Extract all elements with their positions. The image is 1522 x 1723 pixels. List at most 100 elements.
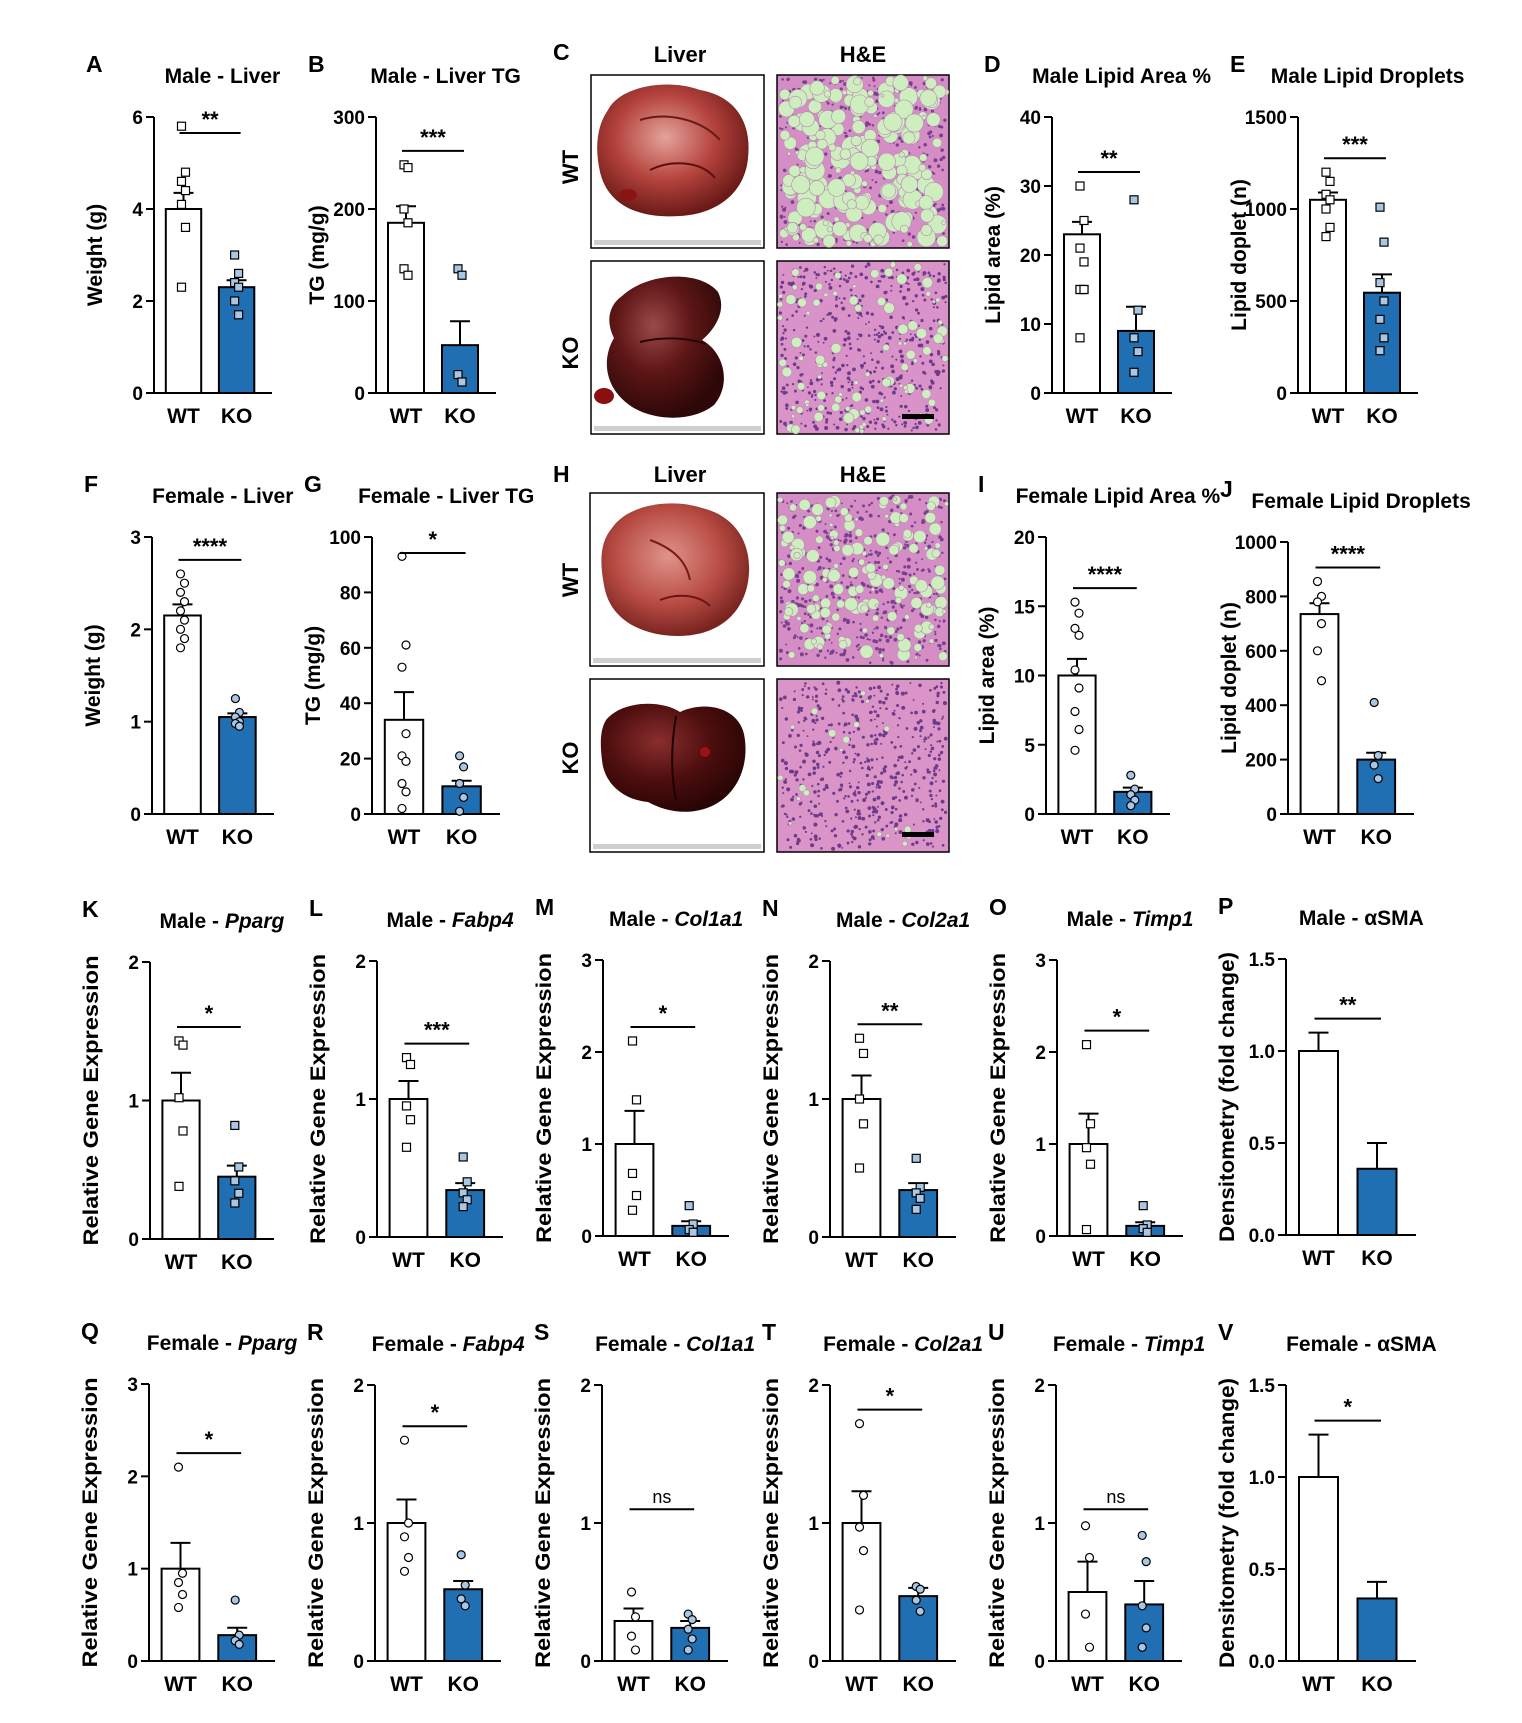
nucleus-dot bbox=[899, 745, 903, 748]
lipid-droplet bbox=[809, 180, 825, 197]
nucleus-dot bbox=[780, 621, 783, 624]
nucleus-dot bbox=[893, 420, 897, 424]
y-tick-label-o: 1 bbox=[1035, 1135, 1046, 1156]
nucleus-dot bbox=[813, 804, 818, 808]
nucleus-dot bbox=[878, 111, 881, 114]
chart-title-v: Female - αSMA bbox=[1286, 1333, 1437, 1356]
nucleus-dot bbox=[829, 543, 833, 547]
nucleus-dot bbox=[789, 420, 793, 425]
data-point-s bbox=[683, 1624, 693, 1634]
data-point-q bbox=[173, 1462, 184, 1472]
significance-label-p: ** bbox=[1339, 993, 1357, 1018]
nucleus-dot bbox=[793, 514, 797, 518]
nucleus-dot bbox=[857, 812, 862, 816]
panel-letter-e: E bbox=[1230, 51, 1245, 77]
data-point-k bbox=[178, 1040, 188, 1050]
data-point-g bbox=[401, 787, 411, 797]
nucleus-dot bbox=[902, 618, 906, 622]
nucleus-dot bbox=[875, 725, 878, 728]
nucleus-dot bbox=[891, 796, 896, 801]
y-axis-label-k: Relative Gene Expression bbox=[80, 956, 103, 1246]
x-tick-label-e-wt: WT bbox=[1312, 405, 1345, 428]
lipid-droplet bbox=[819, 607, 831, 619]
nucleus-dot bbox=[805, 326, 809, 329]
data-point-u bbox=[1137, 1601, 1147, 1611]
nucleus-dot bbox=[857, 316, 860, 319]
lipid-droplet bbox=[799, 623, 810, 634]
y-tick-label-v: 0.0 bbox=[1249, 1652, 1275, 1673]
x-tick-label-m-wt: WT bbox=[618, 1248, 651, 1271]
y-tick-label-j: 600 bbox=[1245, 642, 1277, 663]
nucleus-dot bbox=[941, 779, 946, 783]
nucleus-dot bbox=[828, 285, 833, 290]
nucleus-dot bbox=[931, 804, 935, 808]
nucleus-dot bbox=[935, 372, 940, 377]
nucleus-dot bbox=[868, 513, 873, 518]
lipid-droplet bbox=[811, 503, 824, 516]
y-tick-label-i: 15 bbox=[1014, 597, 1036, 618]
lipid-droplet bbox=[845, 240, 852, 247]
nucleus-dot bbox=[861, 816, 866, 821]
nucleus-dot bbox=[885, 707, 888, 711]
nucleus-dot bbox=[794, 745, 798, 749]
nucleus-dot bbox=[828, 760, 832, 764]
nucleus-dot bbox=[825, 825, 828, 828]
nucleus-dot bbox=[856, 727, 861, 731]
lipid-droplet bbox=[865, 562, 876, 574]
nucleus-dot bbox=[842, 699, 845, 703]
nucleus-dot bbox=[802, 353, 805, 357]
nucleus-dot bbox=[878, 170, 882, 175]
panel-letter-r: R bbox=[307, 1319, 324, 1345]
nucleus-dot bbox=[884, 635, 888, 639]
nucleus-dot bbox=[898, 818, 903, 823]
nucleus-dot bbox=[832, 329, 837, 333]
nucleus-dot bbox=[890, 740, 894, 744]
nucleus-dot bbox=[811, 784, 814, 788]
nucleus-dot bbox=[893, 637, 898, 642]
significance-label-f: **** bbox=[193, 534, 228, 559]
nucleus-dot bbox=[836, 680, 841, 685]
lipid-droplet bbox=[842, 735, 851, 744]
nucleus-dot bbox=[868, 84, 871, 87]
nucleus-dot bbox=[890, 364, 895, 369]
nucleus-dot bbox=[915, 799, 919, 803]
lipid-droplet bbox=[896, 633, 905, 642]
nucleus-dot bbox=[912, 823, 915, 826]
nucleus-dot bbox=[799, 266, 802, 269]
data-point-r bbox=[403, 1552, 414, 1563]
x-tick-label-q-wt: WT bbox=[164, 1673, 197, 1696]
nucleus-dot bbox=[813, 77, 818, 82]
significance-label-j: **** bbox=[1331, 541, 1366, 566]
nucleus-dot bbox=[903, 421, 908, 425]
nucleus-dot bbox=[877, 560, 881, 564]
nucleus-dot bbox=[942, 619, 946, 623]
nucleus-dot bbox=[905, 765, 909, 768]
nucleus-dot bbox=[922, 639, 926, 643]
nucleus-dot bbox=[929, 334, 933, 338]
nucleus-dot bbox=[864, 796, 867, 799]
chart-title-prefix: Male - bbox=[609, 908, 674, 931]
nucleus-dot bbox=[838, 513, 841, 516]
panel-letter-o: O bbox=[989, 894, 1007, 920]
bar-t-wt bbox=[841, 1522, 882, 1662]
nucleus-dot bbox=[942, 690, 946, 694]
nucleus-dot bbox=[922, 839, 925, 842]
nucleus-dot bbox=[804, 652, 808, 656]
data-point-t bbox=[915, 1606, 925, 1616]
chart-title-r: Female - Fabp4 bbox=[372, 1333, 525, 1356]
nucleus-dot bbox=[818, 626, 822, 630]
data-point-k bbox=[174, 1093, 184, 1103]
lipid-droplet bbox=[938, 651, 948, 662]
nucleus-dot bbox=[852, 761, 855, 764]
y-tick-label-e: 1500 bbox=[1245, 108, 1287, 129]
lipid-droplet bbox=[932, 299, 936, 304]
nucleus-dot bbox=[891, 776, 894, 780]
nucleus-dot bbox=[779, 610, 783, 614]
y-axis-label-f: Weight (g) bbox=[82, 624, 105, 726]
y-tick-label-i: 5 bbox=[1024, 736, 1035, 757]
chart-title-b: Male - Liver TG bbox=[370, 65, 521, 88]
nucleus-dot bbox=[861, 735, 865, 739]
nucleus-dot bbox=[941, 844, 945, 847]
nucleus-dot bbox=[848, 731, 852, 735]
nucleus-dot bbox=[837, 596, 841, 600]
